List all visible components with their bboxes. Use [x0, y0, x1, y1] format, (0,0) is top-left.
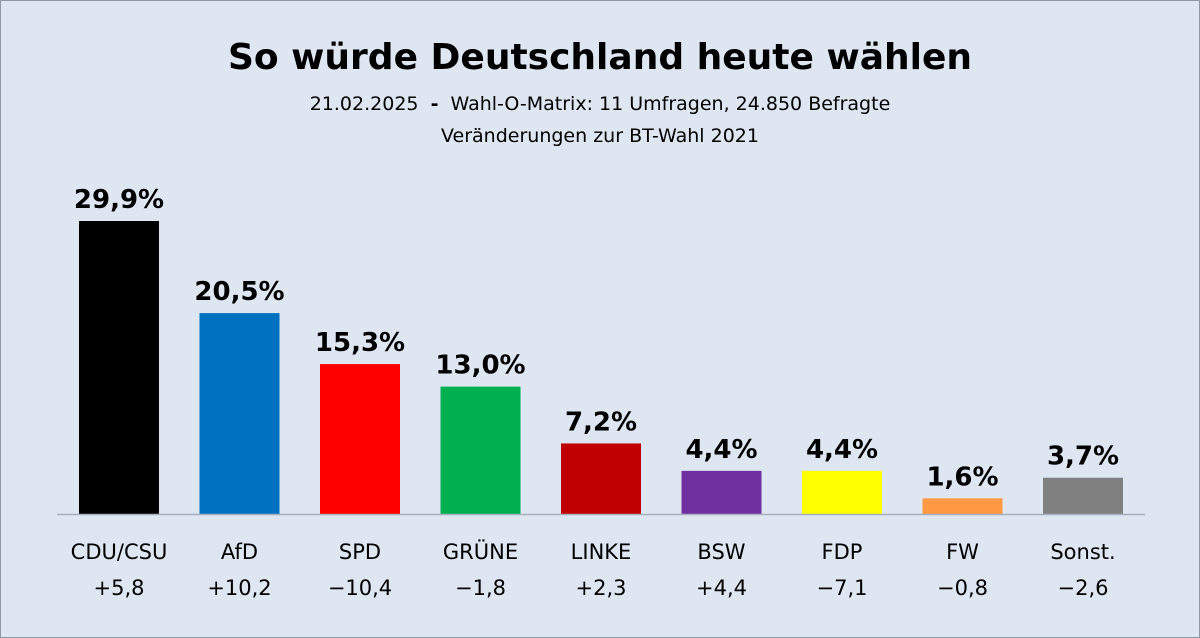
- value-label-gr-ne: 13,0%: [435, 351, 525, 381]
- subtitle-date: 21.02.2025: [310, 93, 419, 115]
- category-label-afd: AfD: [221, 540, 258, 564]
- value-label-cdu-csu: 29,9%: [74, 185, 164, 215]
- bar-cdu-csu: [79, 221, 159, 514]
- value-label-sonst: 3,7%: [1047, 442, 1119, 472]
- chart-subtitle: 21.02.2025 - Wahl-O-Matrix: 11 Umfragen,…: [310, 93, 891, 115]
- value-label-bsw: 4,4%: [685, 435, 757, 465]
- category-label-fdp: FDP: [822, 540, 863, 564]
- category-label-linke: LINKE: [571, 540, 632, 564]
- subtitle-separator: -: [431, 93, 439, 115]
- change-label-linke: +2,3: [576, 576, 627, 600]
- category-label-fw: FW: [946, 540, 979, 564]
- category-label-spd: SPD: [339, 540, 381, 564]
- value-label-linke: 7,2%: [565, 407, 637, 437]
- change-label-spd: −10,4: [328, 576, 392, 600]
- bar-fw: [922, 498, 1003, 514]
- category-label-gr-ne: GRÜNE: [443, 539, 518, 564]
- bar-afd: [199, 313, 280, 514]
- change-label-cdu-csu: +5,8: [94, 576, 145, 600]
- value-label-spd: 15,3%: [315, 328, 405, 358]
- chart-title: So würde Deutschland heute wählen: [228, 37, 972, 78]
- subtitle-source: Wahl-O-Matrix: 11 Umfragen, 24.850 Befra…: [451, 93, 891, 115]
- value-label-fdp: 4,4%: [806, 435, 878, 465]
- value-label-afd: 20,5%: [194, 277, 284, 307]
- change-label-bsw: +4,4: [696, 576, 747, 600]
- change-label-sonst: −2,6: [1058, 576, 1109, 600]
- bar-group: [79, 221, 1123, 514]
- category-label-sonst: Sonst.: [1050, 540, 1115, 564]
- change-label-gr-ne: −1,8: [455, 576, 506, 600]
- value-label-fw: 1,6%: [926, 462, 998, 492]
- bar-sonst: [1043, 477, 1123, 514]
- chart-subtitle-2: Veränderungen zur BT-Wahl 2021: [441, 125, 759, 147]
- bar-gr-ne: [440, 386, 521, 514]
- change-label-fw: −0,8: [937, 576, 988, 600]
- bar-linke: [561, 443, 641, 514]
- bar-spd: [320, 364, 400, 514]
- category-label-bsw: BSW: [697, 540, 745, 564]
- category-label-cdu-csu: CDU/CSU: [71, 540, 168, 564]
- bar-bsw: [681, 470, 762, 514]
- change-label-fdp: −7,1: [817, 576, 868, 600]
- bar-fdp: [802, 470, 882, 514]
- change-label-afd: +10,2: [207, 576, 271, 600]
- label-group: 29,9% CDU/CSU +5,8 20,5% AfD +10,2 15,3% SPD −10…: [71, 185, 1119, 600]
